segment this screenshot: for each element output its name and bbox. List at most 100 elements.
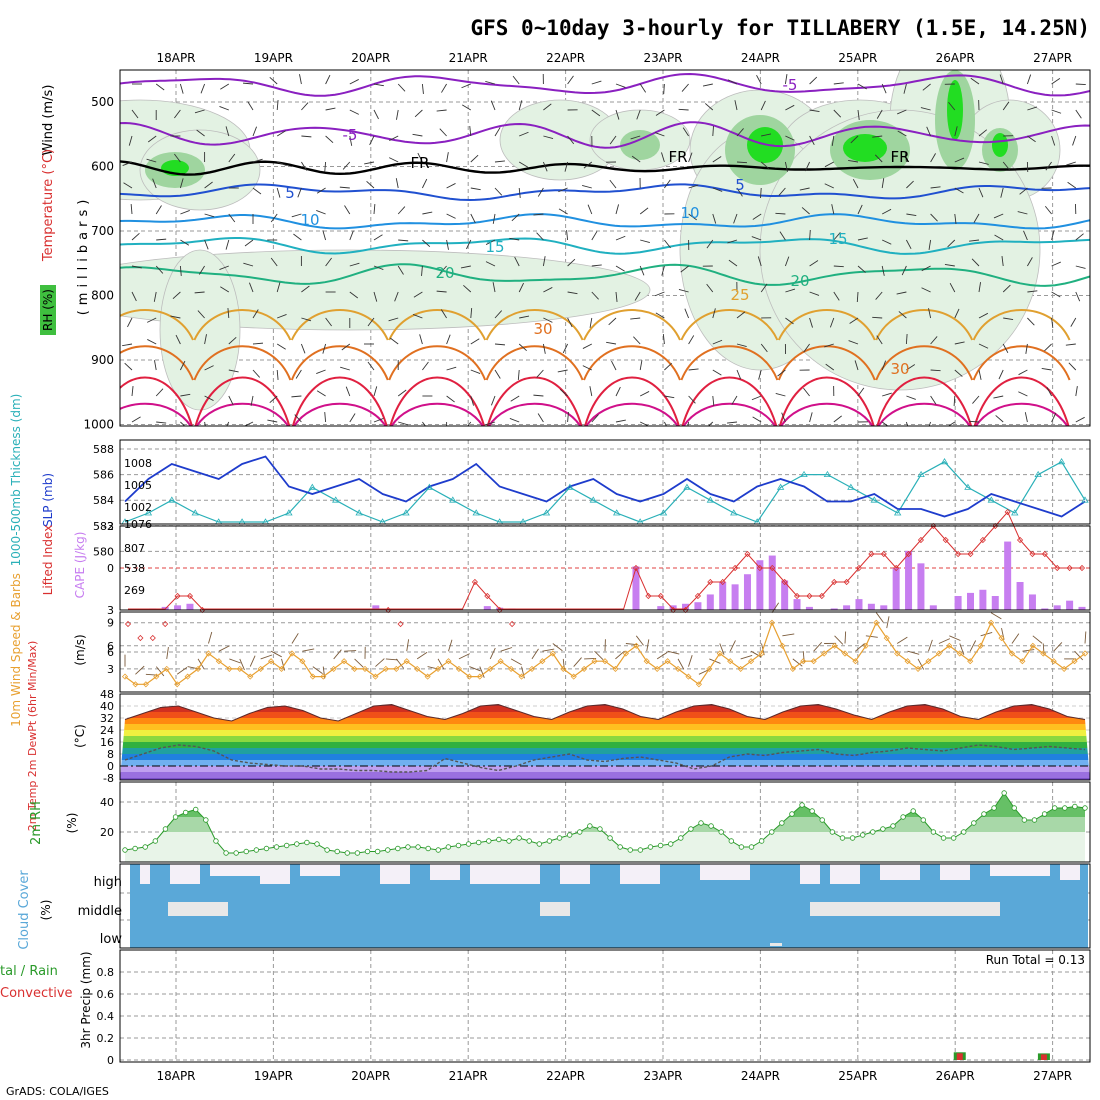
rh2m-point: [738, 844, 745, 850]
rh2m-point: [203, 817, 209, 823]
wind-barb: [760, 161, 770, 169]
wind-barb: [857, 387, 865, 397]
thickness-point: [425, 483, 434, 490]
contour-label: 20: [790, 272, 809, 290]
wind-barb: [920, 107, 931, 111]
wind-barb: [1003, 317, 1014, 321]
wind-barb: [147, 339, 157, 345]
wind-barb: [349, 109, 359, 115]
wind-barb: [971, 258, 980, 267]
wind-barb: [170, 315, 181, 319]
thickness-point: [1057, 458, 1066, 465]
surface-wind-barb: [260, 654, 273, 660]
wind-barb: [373, 417, 384, 423]
wind-barb: [587, 204, 593, 215]
rh2m-point: [364, 848, 371, 855]
temp-ytick: 8: [107, 748, 114, 761]
wind-barb: [509, 237, 520, 241]
wind-barb: [727, 421, 738, 424]
thickness-point: [964, 483, 972, 490]
thickness-point: [917, 470, 925, 477]
wind-speed-point: [977, 642, 984, 649]
cloud-high-gap: [380, 864, 410, 884]
slp-ytick-right: 1008: [124, 457, 152, 470]
lifted-index-point: [707, 578, 714, 586]
wind-barb: [978, 312, 989, 319]
panel-frame-slp: [119, 439, 1091, 525]
temp-labels: 2m Temp 2m DewPt (6hr Min/Max) (°C): [26, 641, 87, 831]
surface-wind-barb: [1053, 642, 1063, 652]
wind-speed-point: [789, 665, 796, 672]
rh2m-point: [445, 844, 452, 850]
cloud-high-gap: [940, 864, 970, 880]
temp-ytick: 0: [107, 760, 114, 773]
wind-barb: [446, 366, 457, 371]
contour-label: 5: [735, 176, 745, 194]
wind-speed-point: [956, 650, 963, 657]
wind-speed-point: [914, 665, 922, 672]
wind-barb: [194, 109, 205, 114]
surface-wind-barb: [166, 646, 169, 659]
wind-barb: [678, 288, 689, 293]
wind-barb: [301, 317, 312, 322]
contour-label: 10: [680, 204, 699, 222]
cape-bar: [979, 589, 987, 610]
rh2m-point: [667, 841, 674, 847]
rh2m-point: [415, 844, 421, 850]
cape-bar: [632, 566, 640, 610]
wind-barb: [995, 415, 1004, 423]
isotherm-10: [120, 213, 1090, 230]
surface-wind-barb: [886, 616, 890, 629]
wind-barb: [131, 386, 134, 397]
wind-barb: [928, 308, 932, 319]
lifted-index-point: [756, 564, 763, 572]
surface-wind-barb: [855, 643, 865, 652]
temp-band: [120, 718, 1090, 724]
wind-barb: [131, 265, 142, 269]
thickness-point: [168, 496, 176, 503]
wind-barb: [1051, 230, 1055, 241]
wind-barb: [557, 369, 568, 373]
wind-speed-point: [841, 650, 849, 657]
wind-barb: [589, 317, 593, 328]
cape-bar: [793, 599, 801, 610]
contour-label: -5: [783, 76, 798, 94]
surface-wind-barb: [771, 602, 780, 613]
wind-barb: [567, 258, 576, 267]
surface-wind-barb: [229, 658, 241, 664]
wind-barb: [422, 211, 433, 215]
wind-barb: [664, 239, 671, 249]
wind-barb: [494, 187, 503, 196]
wind-speed-point: [184, 673, 191, 680]
wind-barb: [252, 369, 261, 378]
wind-barb: [833, 232, 841, 241]
rh2m-point: [991, 805, 997, 811]
wind-barb: [494, 310, 503, 319]
wind-barb: [470, 213, 476, 224]
cape-bar: [768, 555, 776, 610]
surface-wind-barb: [907, 650, 920, 655]
wind-barb: [322, 230, 327, 241]
cloud-high-gap: [470, 864, 540, 884]
top-day-label: 25APR: [838, 51, 877, 65]
wind-barb: [153, 291, 157, 302]
thickness-point: [589, 496, 597, 503]
cape-bar: [174, 605, 182, 610]
wind-barb: [324, 161, 327, 173]
wind-barb: [1019, 187, 1028, 195]
surface-wind-barb: [552, 643, 563, 652]
wind-barb: [833, 415, 842, 423]
wind-barb: [662, 334, 665, 345]
rh2m-point: [475, 839, 482, 846]
thickness-point: [659, 509, 668, 516]
wind-speed-point: [768, 619, 776, 626]
bottom-day-label: 27APR: [1033, 1069, 1072, 1083]
rh2m-point: [708, 823, 714, 829]
panel-frame-temp: [119, 693, 1091, 781]
wind-barb: [684, 308, 690, 319]
wind-barb: [639, 391, 650, 397]
wind-barb: [252, 158, 263, 163]
wind-barb: [906, 180, 914, 189]
wind-barb: [906, 213, 917, 217]
rh2m-point: [132, 845, 138, 852]
